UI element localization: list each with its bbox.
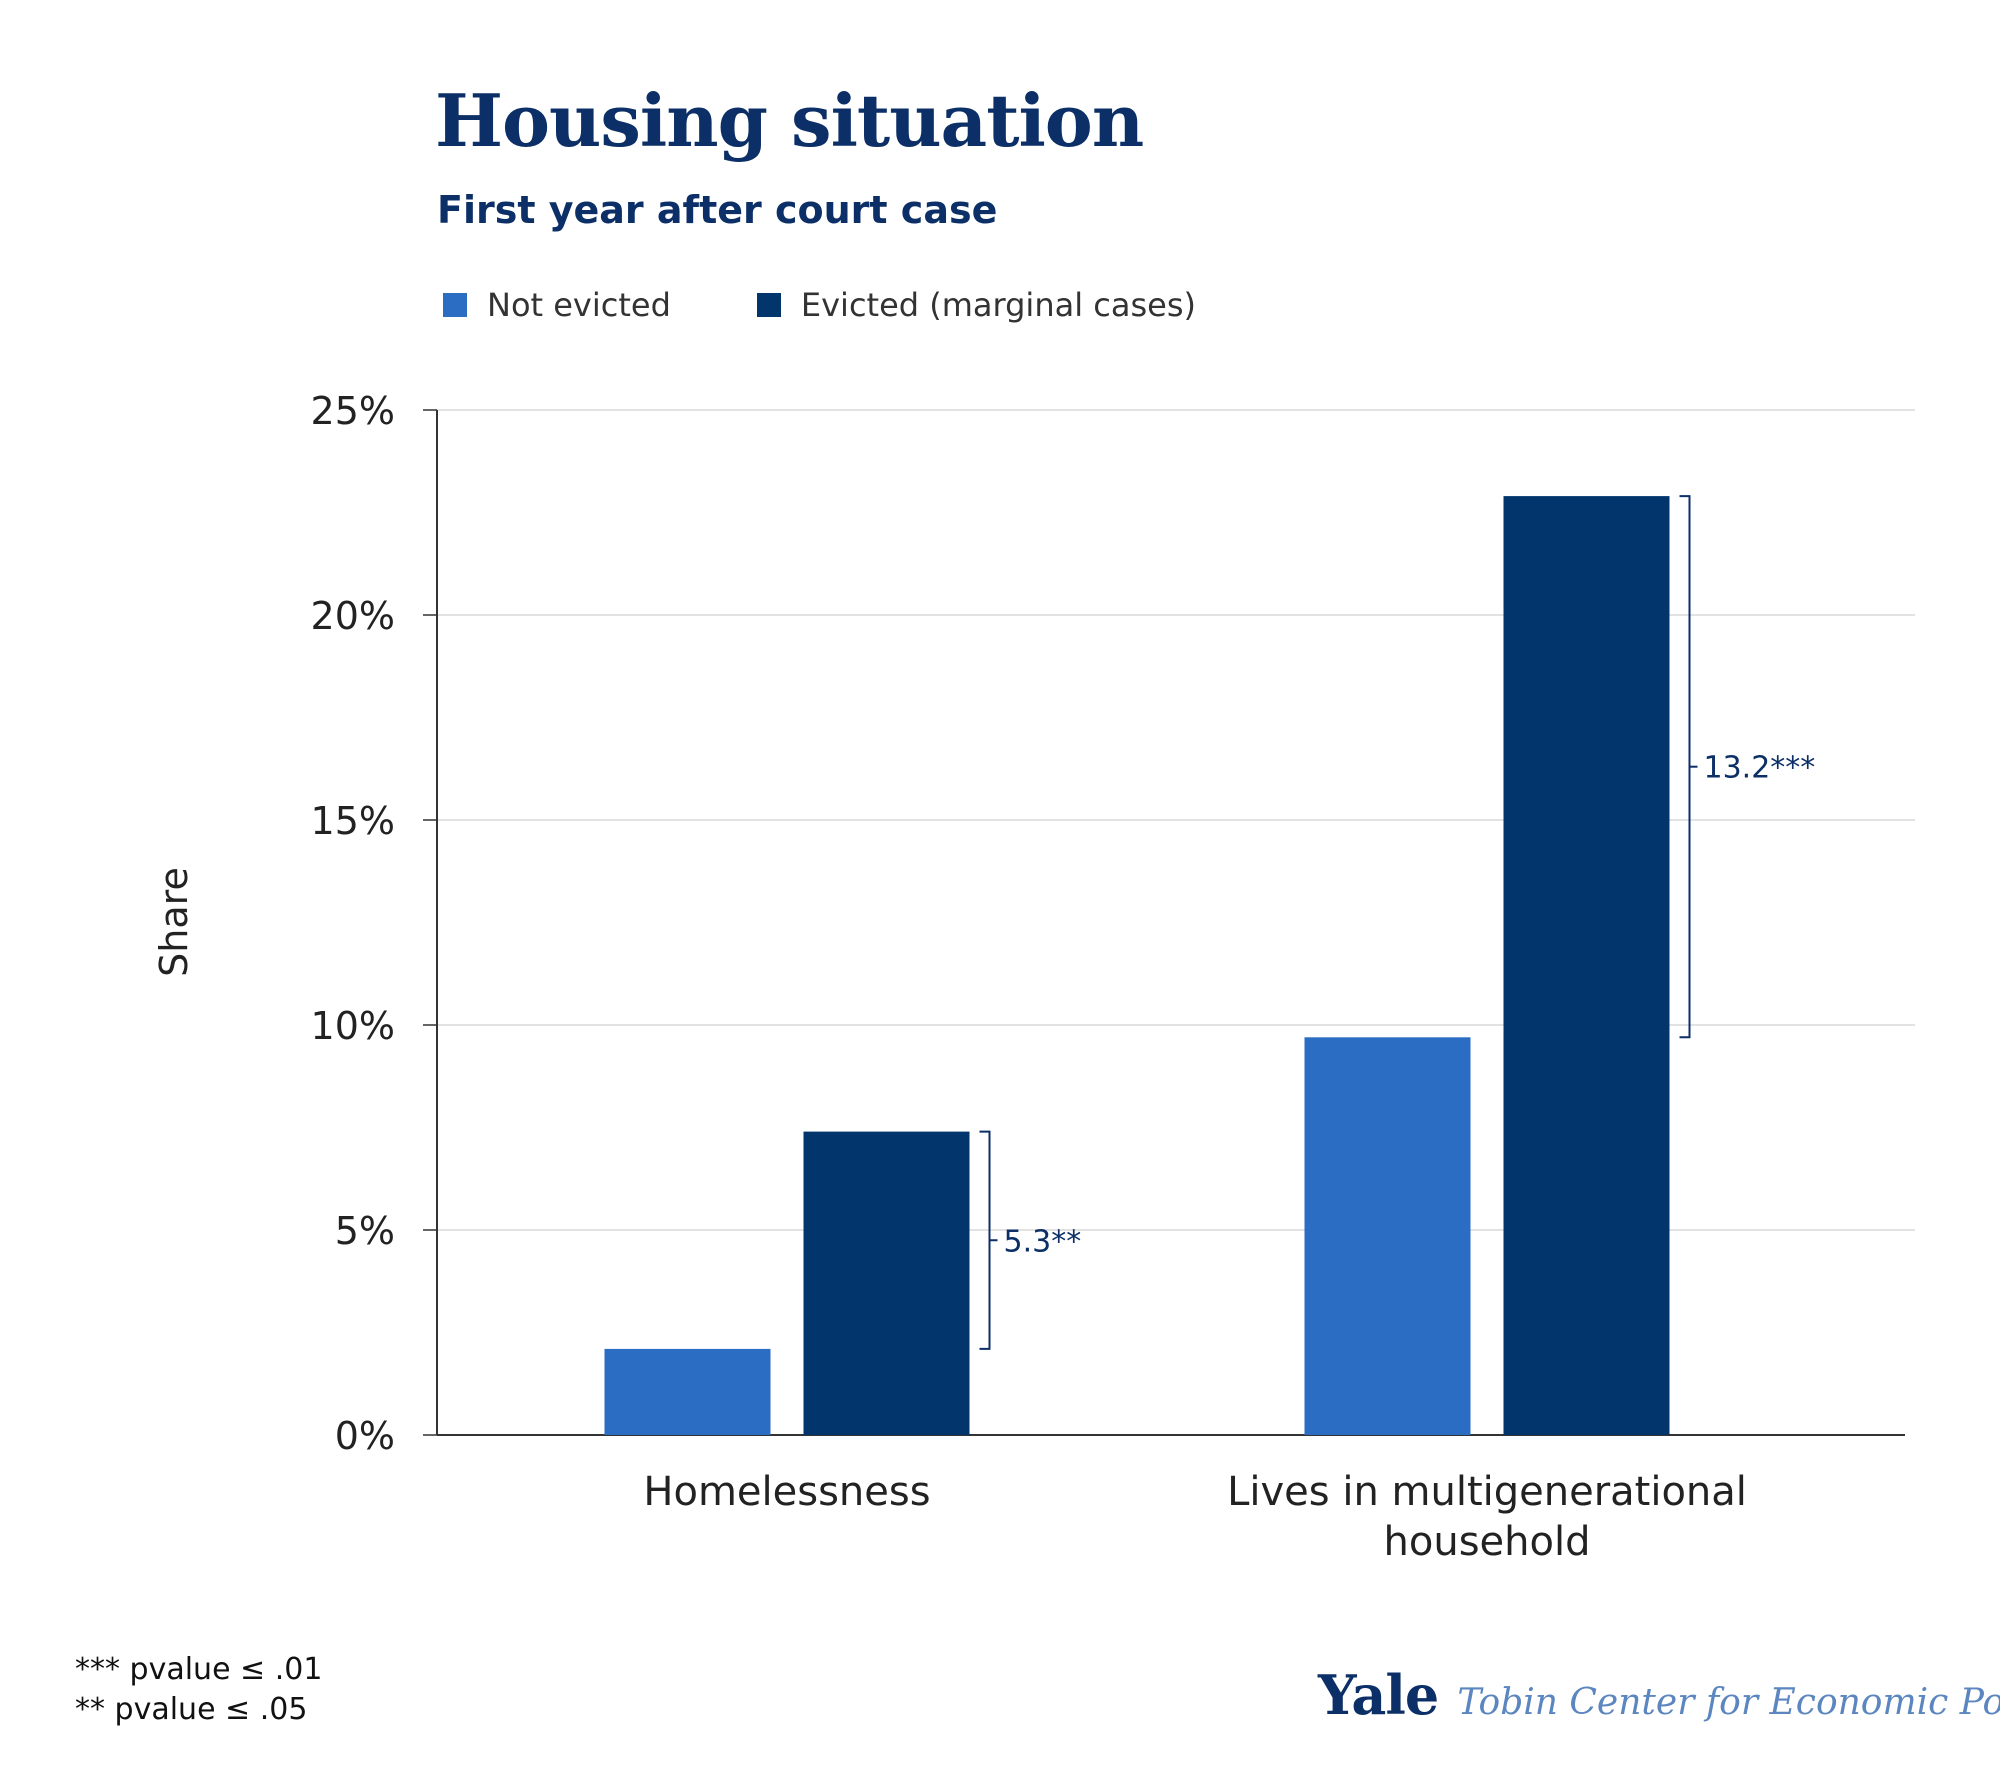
bar-evicted-1: [1503, 496, 1670, 1436]
legend-label-evicted: Evicted (marginal cases): [800, 286, 1196, 324]
y-tick-label: 0%: [335, 1414, 395, 1458]
x-tick-label: Homelessness: [643, 1469, 930, 1515]
y-tick-label: 20%: [311, 594, 395, 638]
brand-logo: Yale Tobin Center for Economic Policy: [1318, 1663, 2000, 1727]
legend-swatch-evicted: [756, 293, 781, 317]
difference-label: 13.2***: [1704, 751, 1816, 786]
difference-label: 5.3**: [1004, 1224, 1082, 1259]
y-tick-label: 5%: [335, 1209, 395, 1253]
brand-yale: Yale: [1318, 1663, 1439, 1727]
legend-item-evicted: Evicted (marginal cases): [756, 286, 1196, 324]
y-tick-label: 25%: [311, 389, 395, 433]
footnote-p01: *** pvalue ≤ .01: [75, 1652, 323, 1687]
significance-bracket: [979, 1130, 991, 1350]
y-tick-label: 10%: [311, 1004, 395, 1048]
chart-title: Housing situation: [435, 78, 1144, 163]
legend-swatch-not-evicted: [443, 293, 467, 317]
bar-not-evicted-0: [604, 1348, 771, 1435]
significance-bracket: [1679, 495, 1691, 1039]
bar-evicted-0: [803, 1131, 970, 1435]
legend-label-not-evicted: Not evicted: [487, 286, 671, 324]
bar-not-evicted-1: [1304, 1037, 1471, 1435]
x-tick-label: household: [1384, 1519, 1591, 1565]
y-axis-label: Share: [152, 867, 196, 977]
x-tick-label: Lives in multigenerational: [1227, 1469, 1747, 1515]
y-tick-label: 15%: [311, 799, 395, 843]
legend-item-not-evicted: Not evicted: [443, 286, 671, 324]
footnote-p05: ** pvalue ≤ .05: [75, 1692, 308, 1727]
brand-tobin: Tobin Center for Economic Policy: [1457, 1682, 2000, 1723]
legend: Not evicted Evicted (marginal cases): [443, 286, 1282, 324]
chart-subtitle: First year after court case: [437, 188, 998, 232]
